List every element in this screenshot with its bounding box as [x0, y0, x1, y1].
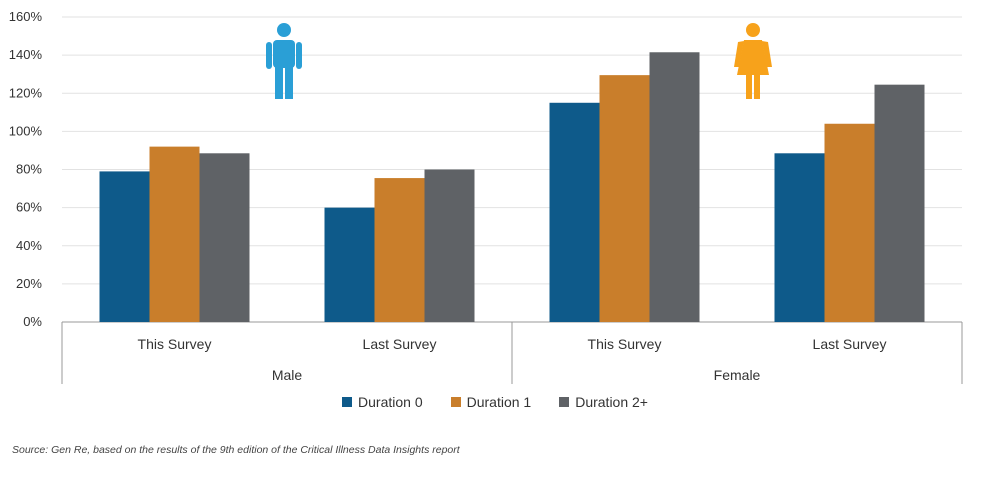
- bar: [649, 52, 700, 322]
- y-tick-label: 100%: [9, 123, 43, 138]
- y-tick-label: 140%: [9, 47, 43, 62]
- y-tick-label: 160%: [9, 9, 43, 24]
- y-tick-label: 40%: [16, 238, 42, 253]
- bar: [874, 84, 925, 322]
- y-tick-label: 60%: [16, 200, 42, 215]
- y-tick-label: 120%: [9, 85, 43, 100]
- bar: [324, 207, 375, 322]
- x-category-label: Last Survey: [813, 336, 887, 352]
- bar: [199, 153, 250, 322]
- legend-label: Duration 1: [466, 394, 532, 410]
- bar: [424, 169, 475, 322]
- x-group-label: Male: [272, 367, 303, 383]
- legend-item: Duration 2+: [559, 394, 648, 410]
- legend: Duration 0 Duration 1 Duration 2+: [0, 394, 990, 410]
- y-tick-label: 80%: [16, 162, 42, 177]
- bar: [549, 102, 600, 322]
- bar: [824, 123, 875, 322]
- legend-label: Duration 2+: [575, 394, 648, 410]
- male-icon: [266, 23, 302, 99]
- source-note: Source: Gen Re, based on the results of …: [12, 444, 460, 456]
- bar: [599, 75, 650, 322]
- legend-swatch: [559, 397, 570, 407]
- legend-item: Duration 1: [450, 394, 532, 410]
- x-category-label: This Survey: [588, 336, 662, 352]
- x-group-label: Female: [714, 367, 761, 383]
- bar: [149, 146, 200, 322]
- x-category-label: Last Survey: [363, 336, 437, 352]
- female-icon: [734, 23, 772, 99]
- x-category-label: This Survey: [138, 336, 212, 352]
- legend-swatch: [342, 397, 353, 407]
- y-tick-label: 20%: [16, 276, 42, 291]
- legend-item: Duration 0: [342, 394, 423, 410]
- legend-label: Duration 0: [358, 394, 423, 410]
- bar-chart: 0% 20% 40% 60% 80% 100% 120% 140% 160% This Surve…: [9, 9, 963, 384]
- bar: [774, 153, 825, 322]
- bar: [374, 178, 425, 322]
- y-tick-label: 0%: [23, 314, 42, 329]
- bar: [99, 171, 150, 322]
- legend-swatch: [450, 397, 461, 407]
